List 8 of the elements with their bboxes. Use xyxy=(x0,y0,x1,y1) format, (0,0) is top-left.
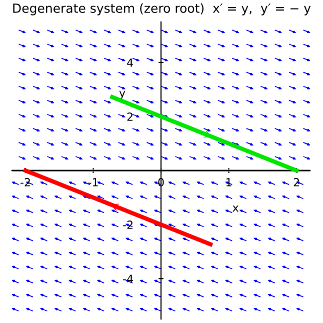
chart-title: Degenerate system (zero root) x′ = y, y′ = − y xyxy=(13,3,311,16)
y-tick-label: 2 xyxy=(127,112,132,121)
x-axis-title: x xyxy=(232,206,238,212)
x-tick-label: -2 xyxy=(20,178,30,186)
x-tick-label: 2 xyxy=(294,178,299,186)
y-tick-label: 4 xyxy=(127,58,133,67)
x-tick-label: -1 xyxy=(88,178,98,186)
y-tick-label: -4 xyxy=(123,274,133,283)
